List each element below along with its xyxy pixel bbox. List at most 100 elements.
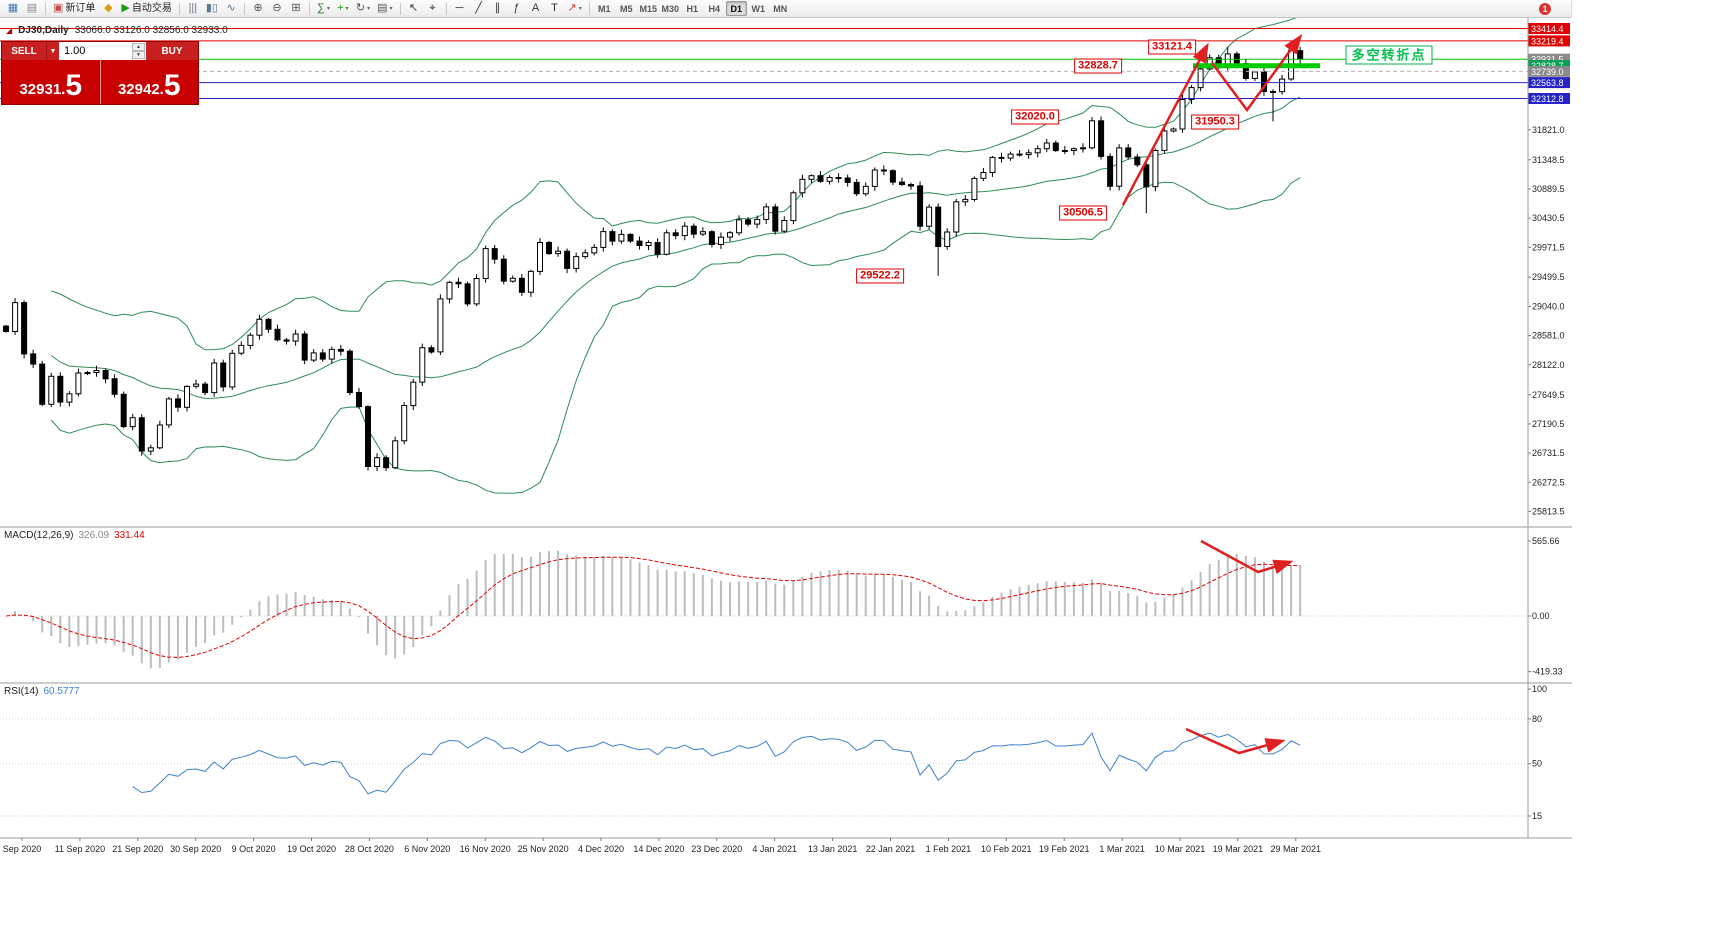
trendline-icon: ╱ (475, 2, 482, 14)
svg-text:32312.8: 32312.8 (1531, 94, 1564, 104)
svg-text:29 Mar 2021: 29 Mar 2021 (1271, 844, 1322, 854)
metaeditor-icon: ◆ (104, 2, 113, 14)
svg-text:6 Nov 2020: 6 Nov 2020 (404, 844, 450, 854)
toolbar-separator (243, 2, 245, 15)
trend-arrow[interactable] (1200, 539, 1294, 575)
text-button[interactable]: A (527, 1, 545, 17)
svg-text:27649.5: 27649.5 (1532, 390, 1565, 400)
svg-text:33219.4: 33219.4 (1531, 36, 1564, 46)
timeframe-m5-button[interactable]: M5 (619, 3, 633, 14)
svg-text:13 Jan 2021: 13 Jan 2021 (808, 844, 858, 854)
zoom-in-button[interactable]: ⊕ (249, 1, 267, 17)
turning-point-label[interactable]: 多空转折点 (1345, 45, 1433, 65)
timeframe-mn-button[interactable]: MN (773, 3, 788, 14)
add-indicator-button[interactable]: + ▾ (334, 1, 352, 17)
autotrading-button[interactable]: ▶ 自动交易 (118, 1, 174, 17)
buy-price-display[interactable]: 32942. 5 (99, 60, 199, 104)
cursor-button[interactable]: ↖ (405, 1, 423, 17)
timeframe-m30-button[interactable]: M30 (661, 3, 679, 14)
svg-text:28122.0: 28122.0 (1532, 360, 1565, 370)
time-axis[interactable]: Sep 2020 11 Sep 2020 21 Sep 2020 30 Sep 202… (3, 838, 1321, 854)
svg-text:15: 15 (1532, 811, 1542, 821)
one-click-trading-panel: SELL ▼ ▲ ▼ BUY 32931.5 32942.5 (2, 42, 198, 104)
timeframe-m1-button[interactable]: M1 (597, 3, 611, 14)
price-label-annotation[interactable]: 29522.2 (856, 268, 904, 284)
zoom-out-button[interactable]: ⊖ (268, 1, 286, 17)
label-button[interactable]: T (546, 1, 564, 17)
trend-arrow[interactable] (1121, 42, 1209, 206)
chart-area[interactable]: 33414.433219.432931.532828.732739.032563… (0, 18, 1572, 946)
notification-badge[interactable]: 1 (1539, 3, 1551, 15)
svg-text:28581.0: 28581.0 (1532, 331, 1565, 341)
svg-text:11 Sep 2020: 11 Sep 2020 (55, 844, 105, 854)
autotrading-button-label: 自动交易 (131, 2, 172, 14)
indicators-button[interactable]: ∑ ▾ (314, 1, 333, 17)
chevron-down-icon: ▾ (345, 5, 349, 12)
toolbar-separator (588, 2, 590, 15)
chart-canvas[interactable]: 33414.433219.432931.532828.732739.032563… (0, 18, 1572, 946)
timeframe-m15-button[interactable]: M15 (639, 3, 657, 14)
toolbar-separator (445, 2, 447, 15)
price-label-annotation[interactable]: 32020.0 (1011, 109, 1059, 125)
new-order-button[interactable]: ▣ 新订单 (50, 1, 98, 17)
price-label-annotation[interactable]: 32828.7 (1074, 58, 1122, 74)
horizontal-line-button[interactable]: ─ (451, 1, 469, 17)
svg-text:22 Jan 2021: 22 Jan 2021 (866, 844, 916, 854)
volume-input[interactable] (59, 42, 146, 60)
svg-text:23 Dec 2020: 23 Dec 2020 (691, 844, 742, 854)
new-order-button-label: 新订单 (65, 2, 96, 14)
crosshair-icon: ⌖ (429, 2, 436, 14)
bars-icon: ||| (188, 2, 198, 14)
volume-up-button[interactable]: ▲ (132, 43, 145, 51)
macd-signal-line (5, 556, 1301, 659)
sell-price-pip: 5 (65, 69, 83, 103)
trend-arrow[interactable] (1185, 727, 1286, 755)
svg-text:30430.5: 30430.5 (1532, 213, 1565, 223)
templates-button[interactable]: ▤ ▾ (374, 1, 395, 17)
price-label-annotation[interactable]: 30506.5 (1059, 205, 1107, 221)
tile-windows-icon: ⊞ (291, 2, 301, 14)
trendline-button[interactable]: ╱ (470, 1, 488, 17)
crosshair-button[interactable]: ⌖ (424, 1, 442, 17)
timeframe-w1-button[interactable]: W1 (751, 3, 765, 14)
tile-windows-button[interactable]: ⊞ (287, 1, 305, 17)
price-axis[interactable]: 31821.0 31348.5 30889.5 30430.5 29971.5 29499… (1528, 125, 1565, 517)
profiles-button[interactable]: ▤ (23, 1, 41, 17)
arrows-button[interactable]: ↗ ▾ (565, 1, 585, 17)
price-label-annotation[interactable]: 33121.4 (1148, 39, 1196, 55)
symbol-marker-icon: ◢ (6, 26, 13, 35)
timeframe-d1-button[interactable]: D1 (725, 1, 747, 16)
price-label-annotation[interactable]: 31950.3 (1191, 114, 1239, 130)
svg-text:16 Nov 2020: 16 Nov 2020 (460, 844, 511, 854)
trend-arrow[interactable] (1210, 33, 1303, 113)
svg-text:26272.5: 26272.5 (1532, 477, 1565, 487)
sell-button[interactable]: SELL (2, 42, 46, 60)
new-chart-button[interactable]: ▦ (4, 1, 22, 17)
period-button[interactable]: ↻ ▾ (353, 1, 373, 17)
bar-chart-button[interactable]: ||| (184, 1, 202, 17)
metaeditor-button[interactable]: ◆ (99, 1, 117, 17)
line-chart-button[interactable]: ∿ (222, 1, 240, 17)
volume-down-button[interactable]: ▼ (132, 51, 145, 59)
fibonacci-button[interactable]: ƒ (508, 1, 526, 17)
profiles-icon: ▤ (26, 2, 38, 14)
svg-text:Sep 2020: Sep 2020 (3, 844, 42, 854)
price-lines: 33414.433219.432931.532828.732739.032563… (0, 23, 1570, 104)
timeframe-h1-button[interactable]: H1 (686, 3, 698, 14)
buy-button[interactable]: BUY (146, 42, 198, 60)
svg-text:32563.8: 32563.8 (1531, 78, 1564, 88)
channel-button[interactable]: ∥ (489, 1, 507, 17)
text-icon: A (531, 2, 540, 14)
sell-price-display[interactable]: 32931. 5 (2, 60, 100, 104)
candlestick-button[interactable]: ▮▯ (203, 1, 221, 17)
svg-text:4 Dec 2020: 4 Dec 2020 (578, 844, 624, 854)
chevron-down-icon: ▼ (49, 47, 57, 55)
order-options-dropdown[interactable]: ▼ (46, 42, 59, 60)
arrow-objects-icon: ↗ (567, 2, 577, 14)
trend-arrows[interactable] (1121, 33, 1303, 755)
svg-text:31821.0: 31821.0 (1532, 125, 1565, 135)
timeframe-h4-button[interactable]: H4 (708, 3, 720, 14)
svg-text:50: 50 (1532, 759, 1542, 769)
toolbar-separator (45, 2, 46, 15)
candles-icon: ▮▯ (205, 2, 218, 14)
